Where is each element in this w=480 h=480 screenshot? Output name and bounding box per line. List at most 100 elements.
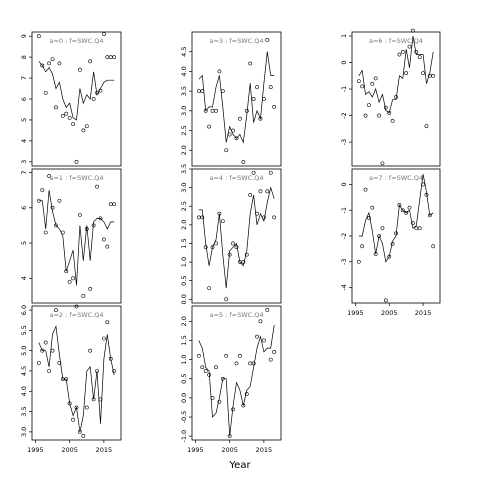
data-point bbox=[407, 205, 412, 210]
data-point bbox=[88, 286, 93, 291]
y-tick-label: 6 bbox=[20, 206, 28, 210]
data-point bbox=[234, 245, 239, 250]
panel-0: a=0 : f=SWC.Q4 3 4 5 6 7 8 9 bbox=[20, 31, 122, 167]
data-point bbox=[74, 159, 79, 164]
data-point bbox=[60, 230, 65, 235]
data-point bbox=[231, 128, 235, 133]
data-point bbox=[241, 260, 246, 264]
data-point bbox=[67, 401, 72, 406]
data-point bbox=[95, 90, 99, 95]
panel-label: a=2 : f=SWC.Q4 bbox=[49, 311, 103, 319]
data-point bbox=[207, 373, 212, 377]
data-point bbox=[272, 215, 277, 220]
y-tick-label: 3 bbox=[20, 160, 28, 164]
data-point bbox=[417, 226, 422, 231]
y-tick-label: 1.0 bbox=[180, 257, 188, 267]
data-point bbox=[258, 189, 263, 194]
data-point bbox=[414, 226, 419, 231]
y-tick-label: 0.5 bbox=[180, 374, 188, 384]
data-point bbox=[224, 297, 229, 302]
y-tick-label: -4 bbox=[340, 284, 348, 290]
data-point bbox=[214, 365, 218, 370]
data-point bbox=[84, 124, 89, 129]
data-point bbox=[227, 434, 232, 439]
data-point bbox=[244, 252, 249, 257]
data-point bbox=[101, 237, 106, 242]
y-tick-label: 6 bbox=[20, 97, 28, 101]
data-point bbox=[220, 89, 225, 94]
data-point bbox=[380, 226, 385, 231]
y-tick-label: 1 bbox=[340, 34, 348, 38]
data-point bbox=[91, 97, 96, 101]
y-tick-label: 3.5 bbox=[20, 406, 28, 416]
data-point bbox=[101, 336, 106, 341]
y-tick-label: 5.5 bbox=[20, 325, 28, 335]
data-point bbox=[91, 397, 96, 402]
data-point bbox=[231, 407, 235, 412]
data-point bbox=[105, 320, 110, 325]
data-point bbox=[203, 369, 208, 373]
y-tick-label: -3 bbox=[340, 139, 348, 145]
data-point bbox=[95, 369, 99, 373]
series-line bbox=[38, 324, 115, 432]
panel-7: a=7 : f=SWC.Q4 -4 -3 -2 -1 0 1995 2005 2015 bbox=[340, 168, 441, 317]
data-point bbox=[387, 254, 392, 259]
data-point bbox=[78, 212, 82, 217]
panel-frame bbox=[31, 31, 122, 167]
x-axis-title: Year bbox=[229, 460, 251, 471]
data-point bbox=[356, 259, 361, 264]
data-point bbox=[272, 104, 277, 109]
data-point bbox=[203, 108, 208, 113]
data-point bbox=[81, 128, 86, 133]
y-tick-label: 7 bbox=[20, 76, 28, 80]
y-tick-label: 9 bbox=[20, 34, 28, 38]
data-point bbox=[397, 203, 402, 207]
x-tick-label: 1995 bbox=[347, 309, 364, 317]
data-point bbox=[40, 63, 45, 68]
data-point bbox=[248, 361, 253, 366]
data-point bbox=[81, 434, 86, 438]
data-point bbox=[265, 37, 270, 42]
data-point bbox=[234, 136, 239, 141]
data-point bbox=[373, 252, 378, 256]
data-point bbox=[78, 67, 82, 72]
panel-1: a=1 : f=SWC.Q4 4 5 6 7 bbox=[20, 168, 122, 309]
data-point bbox=[424, 124, 429, 129]
data-point bbox=[417, 55, 422, 60]
y-tick-label: -3 bbox=[340, 259, 348, 265]
y-tick-label: 0.5 bbox=[180, 275, 188, 285]
y-tick-label: 5 bbox=[20, 118, 28, 122]
x-tick-label: 1995 bbox=[187, 446, 204, 454]
data-point bbox=[265, 189, 270, 194]
y-tick-label: -0.5 bbox=[180, 411, 188, 424]
data-point bbox=[407, 44, 412, 49]
data-point bbox=[248, 61, 253, 66]
data-point bbox=[255, 85, 259, 90]
panel-label: a=7 : f=SWC.Q4 bbox=[369, 174, 423, 182]
data-point bbox=[251, 170, 256, 175]
y-tick-label: 0 bbox=[340, 60, 348, 64]
data-point bbox=[200, 365, 205, 370]
panel-4: a=4 : f=SWC.Q4 0.0 0.5 1.0 1.5 2.0 2.5 3.0 3.5 bbox=[180, 164, 282, 304]
y-tick-label: 4 bbox=[20, 276, 28, 280]
data-point bbox=[431, 73, 436, 78]
data-point bbox=[248, 193, 253, 197]
data-point bbox=[200, 89, 205, 94]
data-point bbox=[404, 210, 409, 215]
data-point bbox=[217, 399, 222, 404]
panel-label: a=0 : f=SWC.Q4 bbox=[49, 37, 103, 45]
data-point bbox=[431, 244, 436, 249]
data-point bbox=[217, 211, 222, 216]
y-tick-label: 4.0 bbox=[180, 66, 188, 76]
data-point bbox=[203, 245, 208, 250]
data-point bbox=[108, 55, 113, 60]
data-point bbox=[67, 279, 72, 284]
data-point bbox=[196, 353, 201, 358]
y-tick-label: 4.5 bbox=[180, 47, 188, 57]
y-tick-label: -2 bbox=[340, 233, 348, 239]
data-point bbox=[101, 32, 106, 36]
data-point bbox=[268, 170, 273, 175]
series-line bbox=[38, 190, 115, 286]
data-point bbox=[360, 244, 365, 249]
data-point bbox=[220, 219, 225, 224]
